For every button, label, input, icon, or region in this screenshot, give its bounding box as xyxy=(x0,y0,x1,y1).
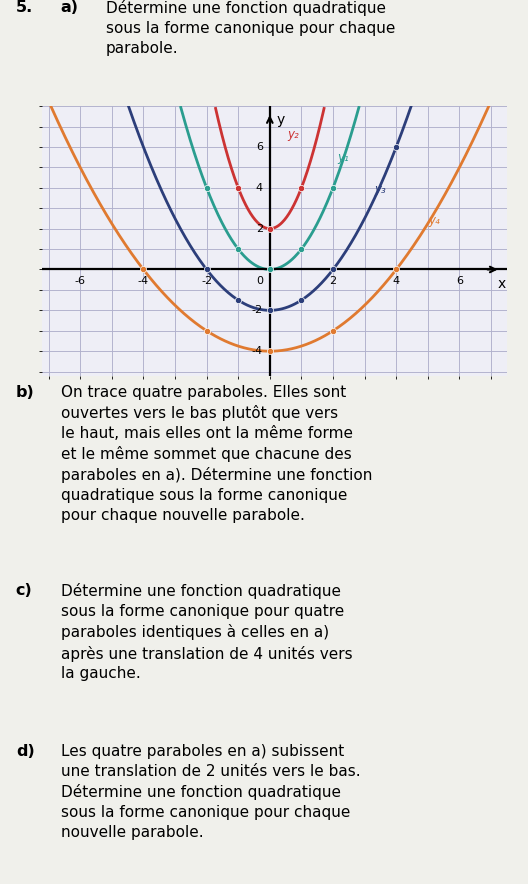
Text: a): a) xyxy=(61,0,79,15)
Text: Les quatre paraboles en a) subissent
une translation de 2 unités vers le bas.
Dé: Les quatre paraboles en a) subissent une… xyxy=(61,744,360,840)
Text: On trace quatre paraboles. Elles sont
ouvertes vers le bas plutôt que vers
le ha: On trace quatre paraboles. Elles sont ou… xyxy=(61,385,372,522)
Text: -2: -2 xyxy=(252,305,263,316)
Text: b): b) xyxy=(16,385,35,400)
Text: -2: -2 xyxy=(201,276,212,286)
Text: 4: 4 xyxy=(393,276,400,286)
Text: Détermine une fonction quadratique
sous la forme canonique pour chaque
parabole.: Détermine une fonction quadratique sous … xyxy=(106,0,395,56)
Text: x: x xyxy=(498,278,506,291)
Text: y₃: y₃ xyxy=(374,183,386,196)
Text: y₄: y₄ xyxy=(428,214,440,227)
Text: Détermine une fonction quadratique
sous la forme canonique pour quatre
paraboles: Détermine une fonction quadratique sous … xyxy=(61,583,352,682)
Text: 5.: 5. xyxy=(16,0,33,15)
Text: y₂: y₂ xyxy=(287,128,299,141)
Text: -6: -6 xyxy=(74,276,86,286)
Text: 2: 2 xyxy=(329,276,336,286)
Text: 0: 0 xyxy=(256,276,263,286)
Text: 4: 4 xyxy=(256,183,263,193)
Text: 6: 6 xyxy=(456,276,463,286)
Text: y₁: y₁ xyxy=(338,150,350,164)
Text: 2: 2 xyxy=(256,224,263,233)
Text: y: y xyxy=(277,113,285,127)
Text: -4: -4 xyxy=(252,347,263,356)
Text: d): d) xyxy=(16,744,35,759)
Text: c): c) xyxy=(16,583,33,598)
Text: -4: -4 xyxy=(138,276,149,286)
Text: 6: 6 xyxy=(256,142,263,152)
